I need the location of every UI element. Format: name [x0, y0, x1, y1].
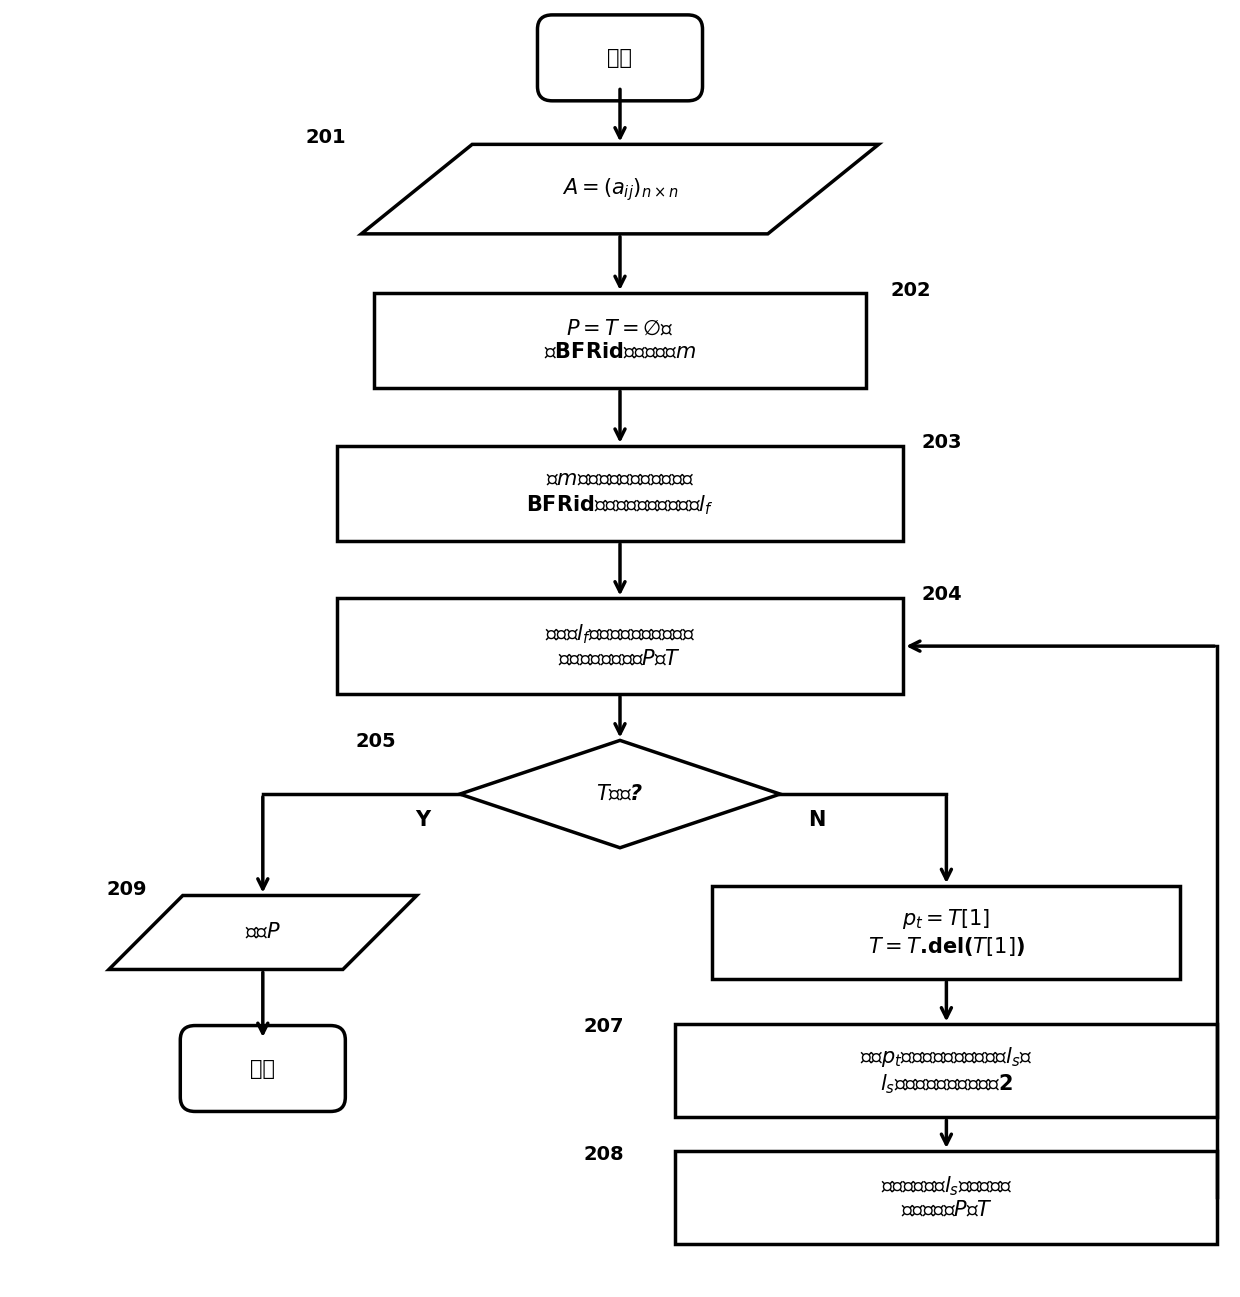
Polygon shape	[361, 144, 879, 233]
Text: 与$m$相邻的链路中，对端节点
BFRid最小的链路为第一链路$l_f$: 与$m$相邻的链路中，对端节点 BFRid最小的链路为第一链路$l_f$	[526, 470, 714, 518]
Bar	[676, 1025, 1218, 1118]
Text: $A=(a_{ij})_{n\times n}$: $A=(a_{ij})_{n\times n}$	[562, 175, 678, 202]
Text: 结束: 结束	[250, 1058, 275, 1079]
Text: Y: Y	[415, 811, 430, 830]
Bar	[337, 598, 903, 694]
Text: 计算以$l_f$为圈上链路的无跨接预
置圈序列，添加到$P$和$T$: 计算以$l_f$为圈上链路的无跨接预 置圈序列，添加到$P$和$T$	[544, 623, 696, 669]
Text: 203: 203	[921, 433, 962, 451]
Text: 207: 207	[583, 1017, 624, 1036]
Text: 209: 209	[107, 881, 146, 899]
Bar	[712, 886, 1180, 979]
Text: N: N	[808, 811, 826, 830]
Text: 计算$p_t$上第二路径或第二链路$l_s$，
$l_s$两端节点的节点度大于2: 计算$p_t$上第二路径或第二链路$l_s$， $l_s$两端节点的节点度大于2	[861, 1045, 1033, 1096]
Text: 205: 205	[355, 732, 396, 751]
Text: 208: 208	[583, 1145, 624, 1163]
Polygon shape	[460, 741, 780, 848]
Text: 202: 202	[892, 281, 931, 300]
Text: $T$为空?: $T$为空?	[596, 785, 644, 804]
Polygon shape	[109, 895, 417, 969]
Bar	[373, 293, 867, 388]
Text: $P=T=\varnothing$，
取BFRid最小的节点$m$: $P=T=\varnothing$， 取BFRid最小的节点$m$	[544, 319, 696, 362]
Text: 计算圈上包含$l_s$的预置圈序
列，添加到$P$和$T$: 计算圈上包含$l_s$的预置圈序 列，添加到$P$和$T$	[880, 1174, 1012, 1220]
Bar	[676, 1150, 1218, 1244]
Bar	[337, 446, 903, 541]
Text: 开始: 开始	[608, 48, 632, 67]
FancyBboxPatch shape	[180, 1026, 345, 1112]
Text: 201: 201	[306, 128, 346, 148]
Text: 204: 204	[921, 585, 962, 604]
FancyBboxPatch shape	[537, 14, 703, 101]
Text: $p_t=T[1]$
$T=T$.del($T[1]$): $p_t=T[1]$ $T=T$.del($T[1]$)	[868, 907, 1024, 957]
Text: 输出$P$: 输出$P$	[244, 922, 280, 943]
